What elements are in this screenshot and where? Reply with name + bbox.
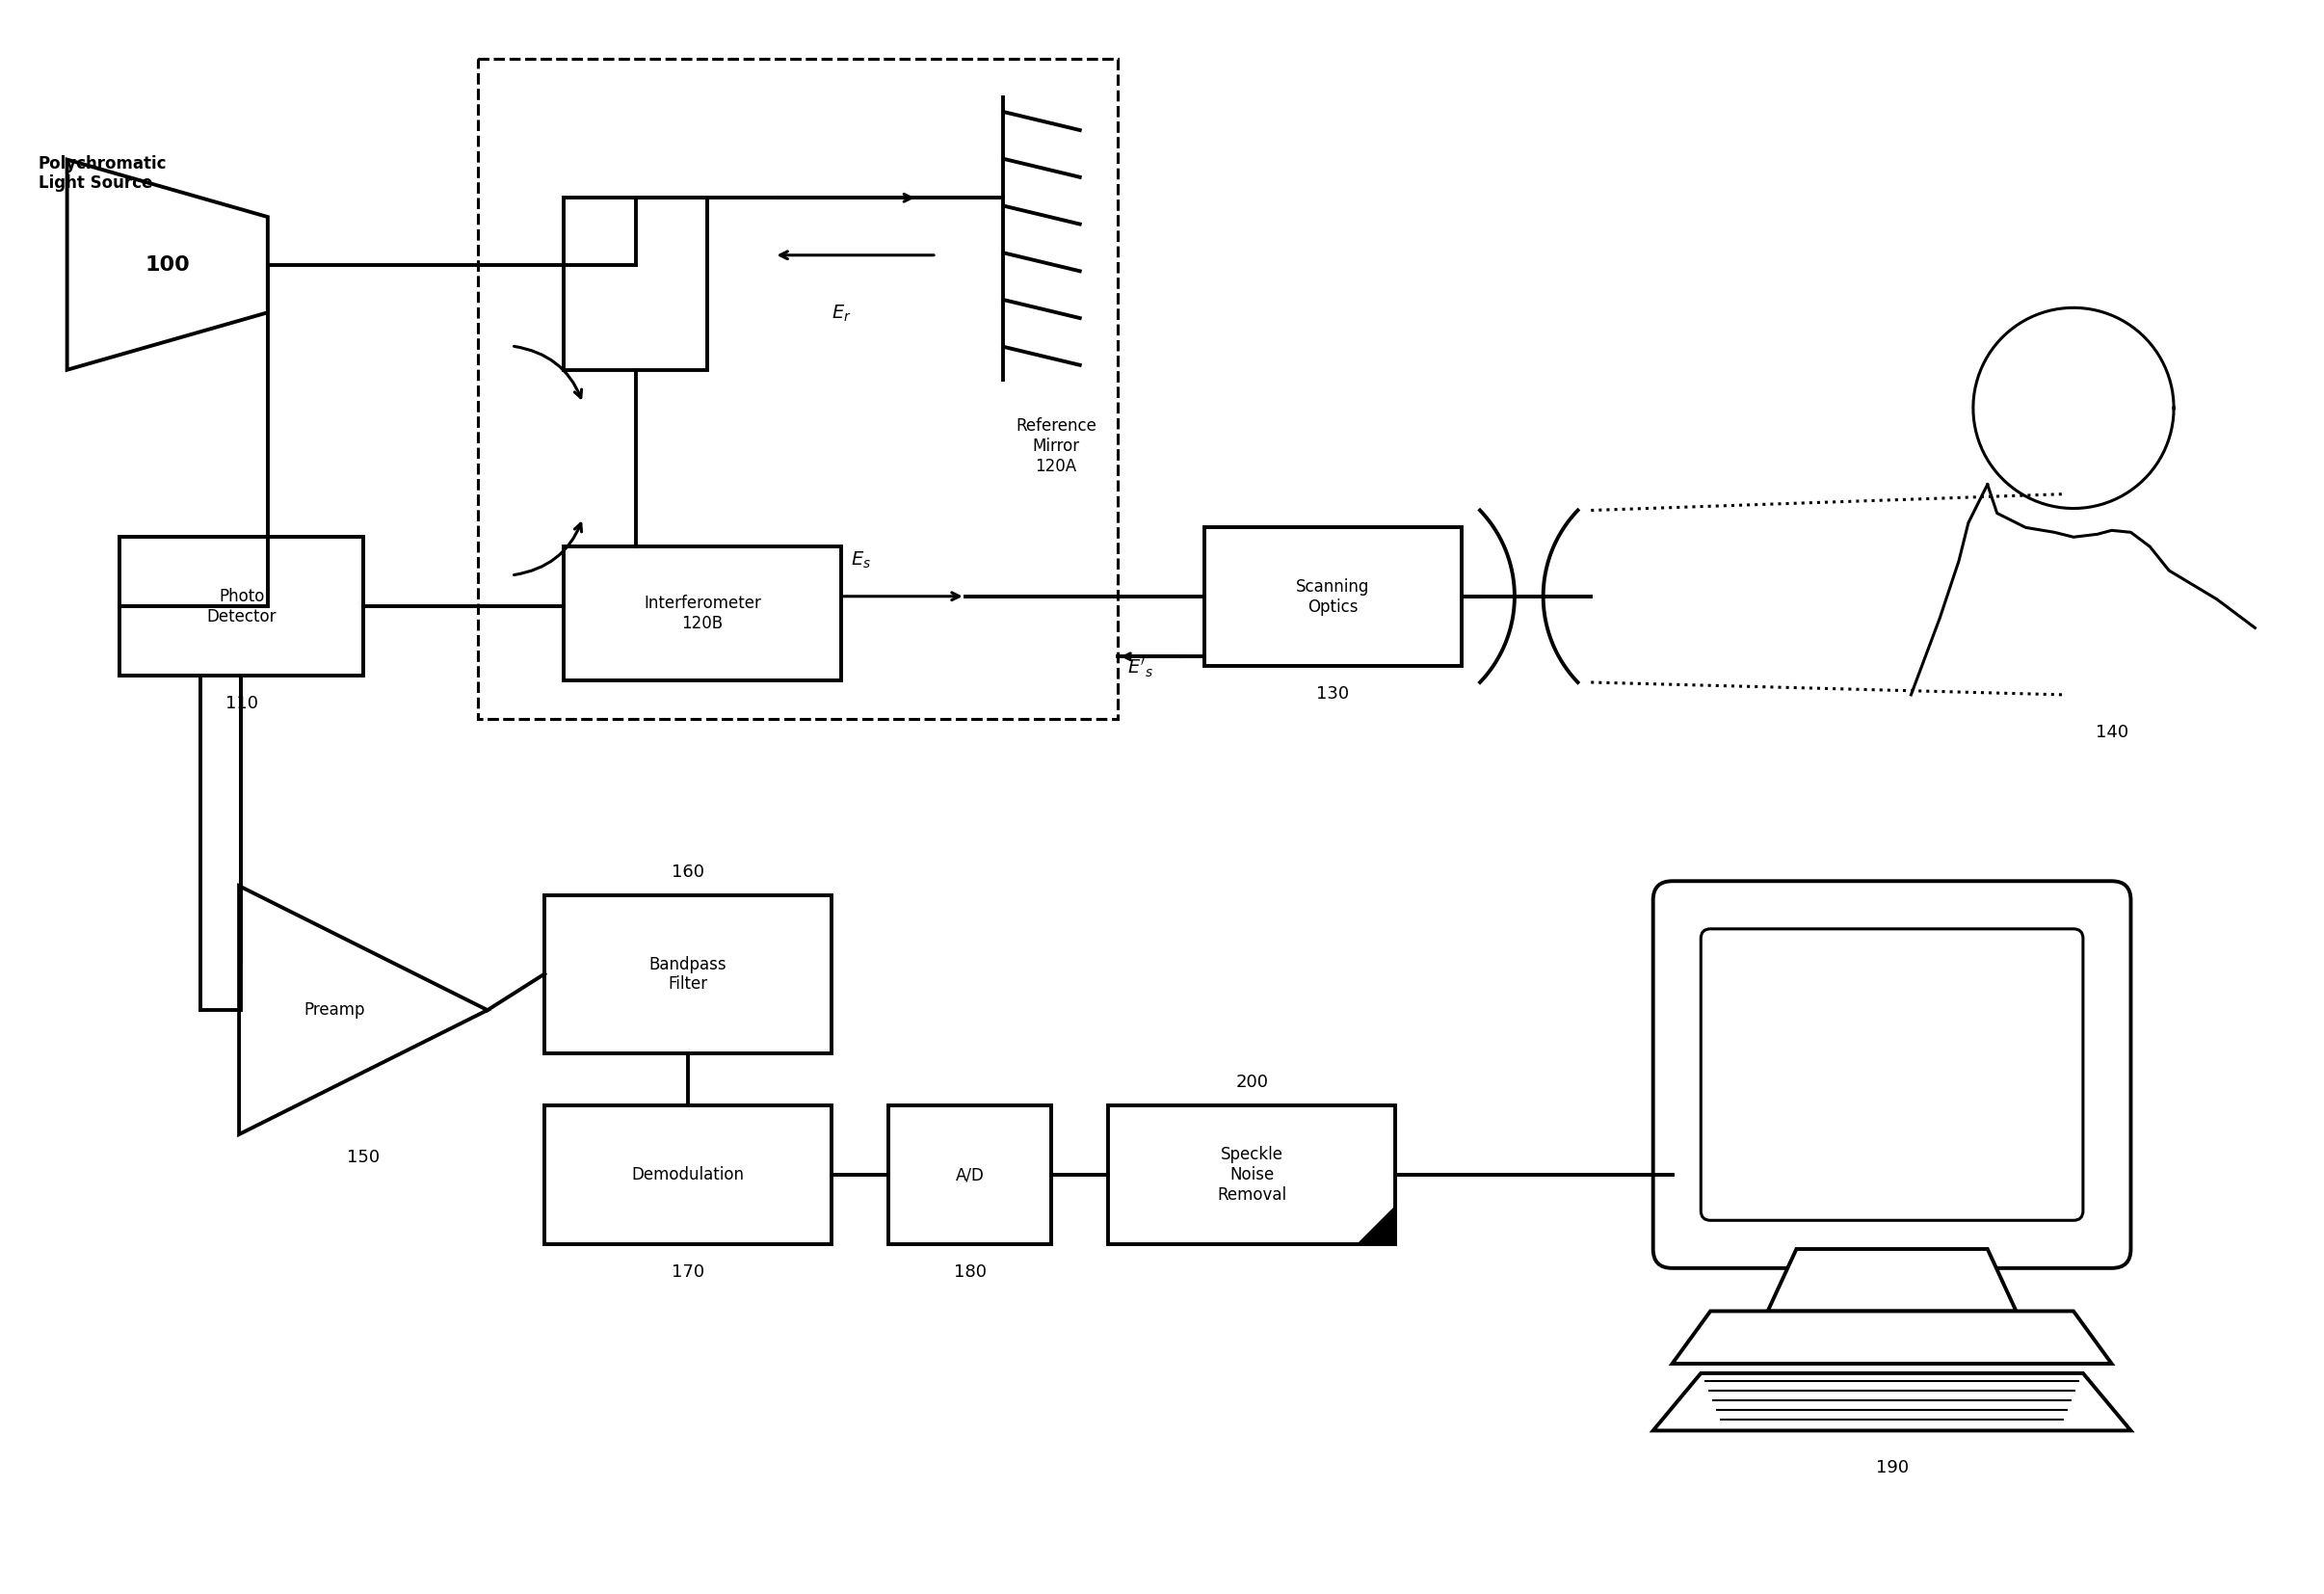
Text: Polychromatic
Light Source: Polychromatic Light Source [40, 155, 167, 193]
Text: $E'_s$: $E'_s$ [1127, 657, 1153, 679]
Text: 110: 110 [225, 695, 258, 713]
Text: 140: 140 [2096, 724, 2129, 741]
Text: 160: 160 [672, 864, 704, 881]
Polygon shape [1357, 1207, 1394, 1245]
Text: Scanning
Optics: Scanning Optics [1297, 579, 1369, 615]
Text: Photo
Detector: Photo Detector [207, 588, 277, 625]
Text: Demodulation: Demodulation [632, 1167, 744, 1184]
Bar [479, 59, 1118, 719]
Text: 100: 100 [144, 255, 191, 274]
Text: 130: 130 [1318, 685, 1350, 703]
Bar [479, 59, 1118, 719]
Bar [544, 1106, 832, 1245]
Text: 150: 150 [346, 1149, 379, 1167]
Text: Speckle
Noise
Removal: Speckle Noise Removal [1218, 1146, 1287, 1203]
Bar [565, 198, 706, 370]
Polygon shape [1673, 1312, 2113, 1364]
Text: Bandpass
Filter: Bandpass Filter [648, 955, 727, 993]
Text: 190: 190 [1875, 1459, 1908, 1476]
Polygon shape [239, 886, 488, 1135]
Bar [888, 1106, 1050, 1245]
FancyBboxPatch shape [1701, 929, 2082, 1221]
Text: Preamp: Preamp [304, 1001, 365, 1019]
Text: 180: 180 [953, 1264, 985, 1280]
Text: A/D: A/D [955, 1167, 985, 1184]
Bar [1109, 1106, 1394, 1245]
Text: $E_s$: $E_s$ [851, 550, 872, 571]
Bar [565, 547, 841, 681]
Polygon shape [67, 159, 267, 370]
Bar [544, 896, 832, 1054]
Text: 170: 170 [672, 1264, 704, 1280]
Polygon shape [1652, 1374, 2131, 1430]
FancyBboxPatch shape [1652, 881, 2131, 1269]
Text: Interferometer
120B: Interferometer 120B [644, 595, 762, 633]
Polygon shape [1769, 1250, 2017, 1312]
Text: $E_r$: $E_r$ [832, 303, 851, 324]
Text: 200: 200 [1236, 1074, 1269, 1092]
Bar [119, 537, 363, 676]
Text: Reference
Mirror
120A: Reference Mirror 120A [1016, 418, 1097, 475]
Bar [1204, 528, 1462, 666]
